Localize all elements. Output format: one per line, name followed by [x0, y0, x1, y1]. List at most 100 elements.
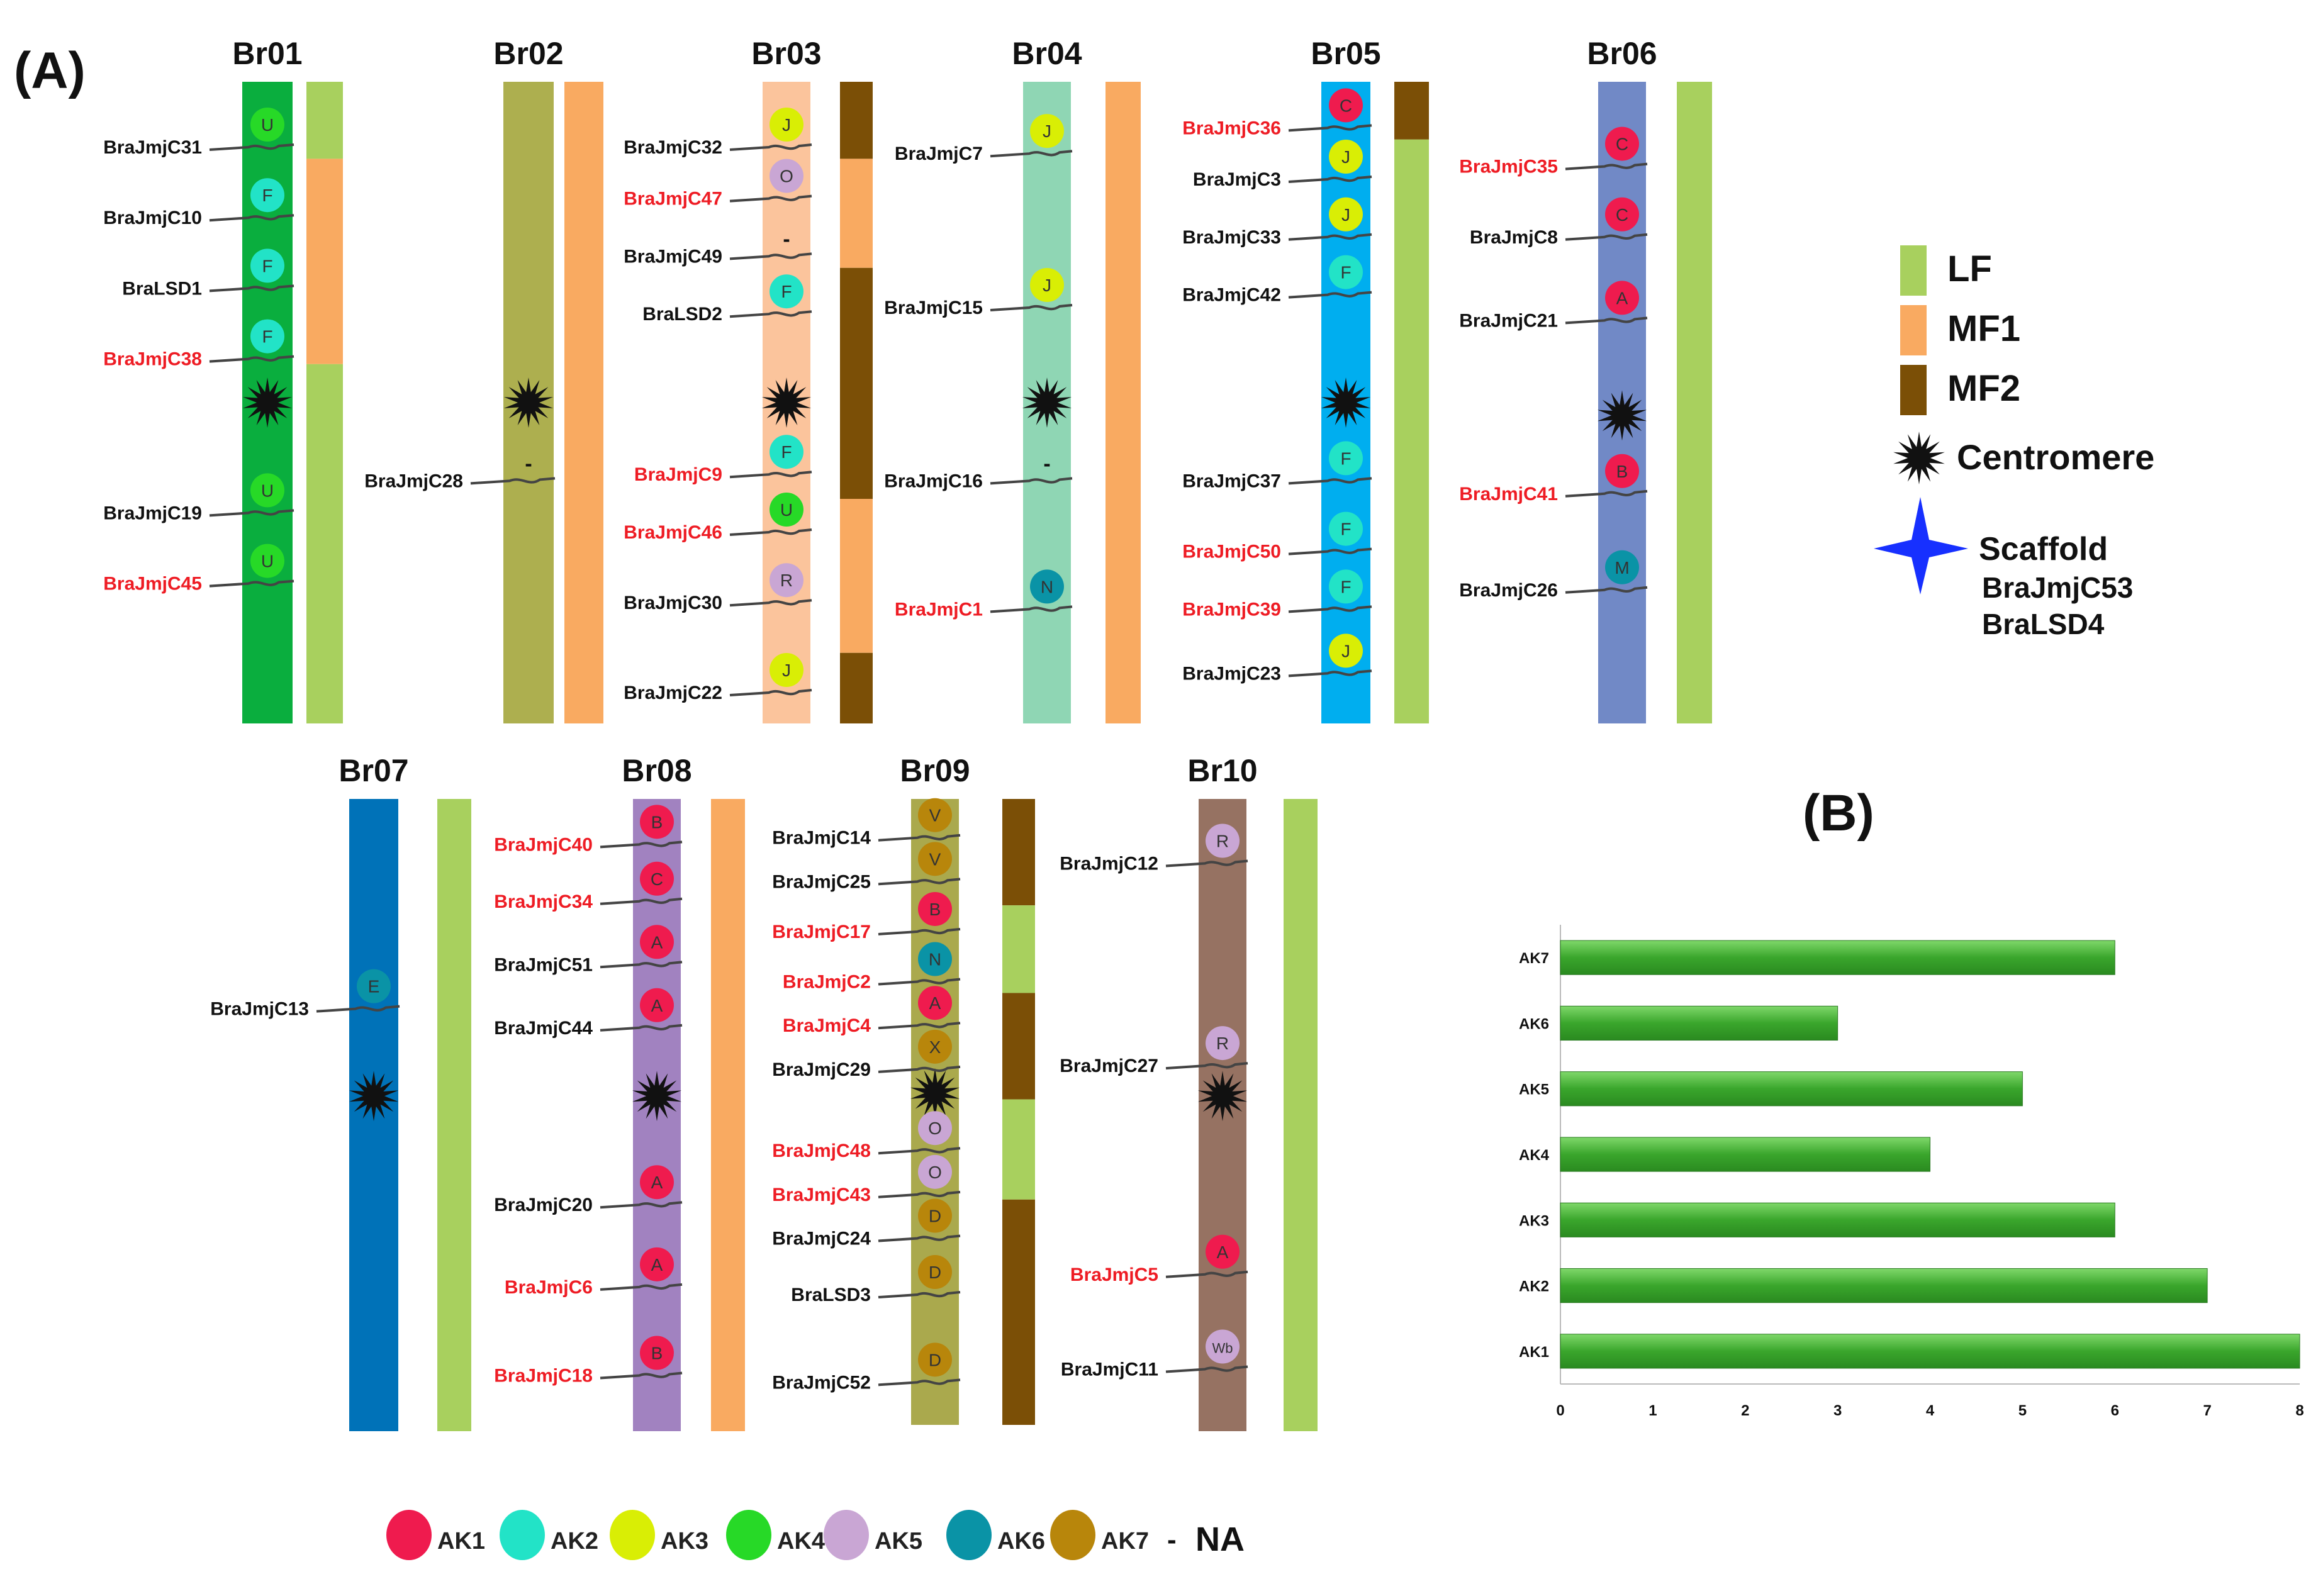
gene-label: BraJmjC22 — [624, 683, 722, 703]
gene-connector — [600, 1283, 683, 1291]
ak-letter: M — [1615, 558, 1629, 578]
bar-ak2 — [1560, 1268, 2208, 1303]
gene-connector — [878, 834, 961, 842]
legend-item-lf: LF — [1900, 245, 1992, 296]
gene-connector — [470, 477, 556, 485]
ak-circle-ak3 — [1030, 114, 1064, 148]
gene-marker: J BraJmjC3 — [1193, 140, 1372, 190]
x-tick-label: 6 — [2111, 1402, 2119, 1419]
gene-label: BraJmjC31 — [103, 137, 202, 158]
gene-connector — [878, 1022, 961, 1030]
gene-connector — [878, 1147, 961, 1155]
ak-legend-circle — [726, 1510, 771, 1560]
gene-connector — [600, 1201, 683, 1209]
ak-letter: R — [780, 571, 793, 590]
gene-marker: B BraJmjC17 — [772, 891, 961, 942]
ak-legend-circle — [386, 1510, 432, 1560]
gene-connector — [1565, 316, 1648, 325]
chromosome-br09: Br09 V BraJmjC14 V BraJmjC25 B BraJmjC17 N BraJm… — [772, 753, 1035, 1425]
gene-label: BraJmjC13 — [210, 999, 309, 1020]
ak-circle-ak6 — [1030, 569, 1064, 604]
fraction-segment-lf — [306, 82, 343, 159]
gene-label: BraJmjC35 — [1459, 157, 1558, 177]
ak-circle-ak5 — [770, 159, 803, 193]
na-dash: - — [783, 227, 790, 251]
legend-item-mf1: MF1 — [1900, 305, 2020, 355]
ak-letter: J — [1043, 276, 1051, 295]
gene-marker: F BraJmjC50 — [1182, 511, 1372, 562]
ak-letter: F — [1340, 577, 1351, 596]
gene-label: BraJmjC7 — [895, 143, 983, 164]
centromere-icon — [1893, 432, 1945, 484]
chromosome-br08: Br08 B BraJmjC40 C BraJmjC34 A BraJmjC51 A BraJm… — [494, 753, 745, 1431]
ak-circle-ak6 — [357, 969, 391, 1003]
gene-connector — [1565, 233, 1648, 241]
y-tick-label: AK5 — [1519, 1081, 1549, 1098]
gene-label: BraJmjC11 — [1061, 1359, 1158, 1380]
legend-label: MF2 — [1947, 368, 2020, 409]
gene-marker: C BraJmjC35 — [1459, 126, 1648, 177]
legend-swatch — [1900, 245, 1927, 296]
ak-legend-circle — [1050, 1510, 1095, 1560]
gene-connector — [878, 1378, 961, 1387]
gene-marker: J BraJmjC33 — [1182, 197, 1372, 248]
ak-circle-ak3 — [1329, 197, 1363, 232]
ak-circle-ak4 — [250, 108, 284, 142]
gene-connector — [600, 1371, 683, 1380]
gene-label: BraJmjC8 — [1470, 227, 1558, 248]
ak-circle-ak5 — [1206, 1026, 1240, 1061]
ak-letter: E — [368, 977, 380, 996]
bar-ak1 — [1560, 1334, 2300, 1369]
na-dash: - — [1167, 1524, 1177, 1555]
gene-connector — [1288, 605, 1372, 613]
ak-letter: F — [262, 186, 272, 205]
ak-letter: O — [928, 1119, 942, 1138]
chromosome-name: Br07 — [339, 753, 408, 788]
gene-marker: B BraJmjC18 — [494, 1336, 683, 1387]
gene-marker: A BraJmjC44 — [494, 988, 683, 1039]
fraction-segment-mf1 — [840, 159, 873, 268]
ak-circle-ak2 — [250, 178, 284, 213]
gene-label: BraJmjC1 — [895, 599, 983, 620]
gene-label: BraJmjC50 — [1182, 542, 1281, 562]
gene-marker: B BraJmjC41 — [1459, 454, 1648, 505]
ak-legend-item-ak3: AK3 — [610, 1510, 708, 1560]
chromosome-br01: Br01 U BraJmjC31 F BraJmjC10 F BraLSD1 F BraJmjC… — [103, 36, 343, 723]
gene-marker: A BraJmjC4 — [783, 986, 961, 1036]
gene-label: BraLSD3 — [791, 1285, 871, 1305]
ak-legend-circle — [610, 1510, 655, 1560]
ak-letter: R — [1216, 832, 1229, 851]
ak-letter: D — [929, 1350, 941, 1370]
gene-label: BraJmjC28 — [364, 471, 463, 491]
ak-circle-ak5 — [1206, 823, 1240, 858]
fraction-segment-mf2 — [840, 82, 873, 159]
ak-circle-ak4 — [770, 493, 803, 527]
chromosome-br06: Br06 C BraJmjC35 C BraJmjC8 A BraJmjC21 B BraJmj… — [1459, 36, 1712, 723]
ak-letter: V — [929, 806, 941, 825]
ak-legend-item-ak5: AK5 — [824, 1510, 922, 1560]
fraction-segment-mf2 — [840, 267, 873, 499]
gene-connector — [1165, 1365, 1248, 1373]
y-tick-label: AK3 — [1519, 1212, 1549, 1229]
gene-connector — [729, 310, 812, 318]
gene-label: BraJmjC14 — [772, 828, 871, 849]
gene-marker: F BraLSD2 — [642, 274, 812, 325]
gene-connector — [1288, 124, 1372, 132]
legend-swatch — [1900, 305, 1927, 355]
ak-circle-ak2 — [250, 248, 284, 283]
centromere-icon — [243, 377, 292, 428]
panel-a-label: (A) — [14, 42, 86, 99]
x-tick-label: 0 — [1556, 1402, 1564, 1419]
gene-connector — [316, 1005, 400, 1013]
centromere-icon — [1022, 377, 1072, 428]
gene-label: BraJmjC20 — [494, 1195, 593, 1215]
ak-circle-ak1 — [640, 925, 674, 959]
gene-label: BraJmjC4 — [783, 1015, 871, 1036]
x-tick-label: 4 — [1926, 1402, 1935, 1419]
gene-label: BraJmjC49 — [624, 246, 722, 267]
ak-letter: A — [651, 932, 663, 952]
gene-label: BraJmjC25 — [772, 871, 871, 892]
gene-marker: D BraLSD3 — [791, 1255, 961, 1305]
gene-label: BraJmjC48 — [772, 1141, 871, 1161]
